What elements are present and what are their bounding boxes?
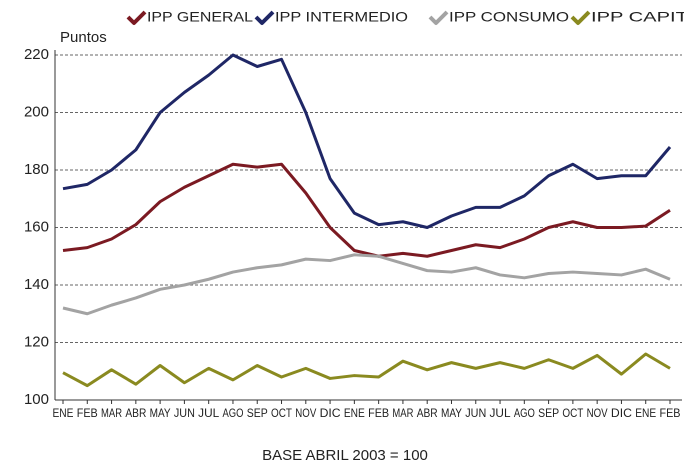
x-tick-label: FEB <box>368 406 389 420</box>
y-tick-label: 160 <box>24 218 49 235</box>
x-tick-label: MAY <box>150 406 171 420</box>
legend-icon <box>428 10 449 25</box>
legend-icon <box>126 10 147 25</box>
y-axis-label: Puntos <box>60 29 107 46</box>
x-tick-label: FEB <box>77 406 98 420</box>
series-line <box>62 162 671 258</box>
x-tick-label: ABR <box>417 406 438 420</box>
y-tick-label: 220 <box>24 46 49 63</box>
x-tick-label: NOV <box>295 406 316 420</box>
x-tick-label: ENE <box>635 406 656 420</box>
y-tick-label: 140 <box>24 276 49 293</box>
x-tick-label: SEP <box>247 406 268 420</box>
note: BASE ABRIL 2003 = 100 <box>262 447 428 464</box>
x-tick-label: OCT <box>562 406 584 420</box>
x-tick-label: AGO <box>222 406 243 420</box>
x-tick-label: DIC <box>611 406 632 420</box>
x-tick-label: ENE <box>344 406 365 420</box>
series-line <box>62 352 671 388</box>
x-tick-label: SEP <box>538 406 559 420</box>
x-tick-label: MAY <box>441 406 462 420</box>
x-tick-label: JUN <box>174 406 195 420</box>
series-line <box>62 53 672 229</box>
legend-label: IPP GENERAL <box>147 9 253 25</box>
x-tick-label: JUN <box>465 406 486 420</box>
series-line <box>62 253 671 316</box>
x-tick-label: JUL <box>490 406 511 420</box>
x-tick-label: AGO <box>514 406 535 420</box>
x-tick-label: FEB <box>660 406 681 420</box>
x-tick-label: MAR <box>392 406 413 420</box>
y-tick-label: 200 <box>24 103 49 120</box>
x-tick-label: MAR <box>101 406 122 420</box>
x-tick-label: OCT <box>271 406 293 420</box>
legend-label: IPP CONSUMO <box>449 9 569 25</box>
x-tick-label: NOV <box>587 406 608 420</box>
legend-icon <box>254 10 275 25</box>
legend-label: IPP INTERMEDIO <box>275 9 408 25</box>
x-tick-label: DIC <box>320 406 341 420</box>
legend-icon <box>570 10 591 25</box>
x-tick-label: ENE <box>53 406 74 420</box>
legend-label: IPP CAPITAL <box>591 9 684 25</box>
x-tick-label: ABR <box>125 406 146 420</box>
y-tick-label: 120 <box>24 333 49 350</box>
y-tick-label: 180 <box>24 161 49 178</box>
y-tick-label: 100 <box>24 391 49 408</box>
x-tick-label: JUL <box>198 406 219 420</box>
